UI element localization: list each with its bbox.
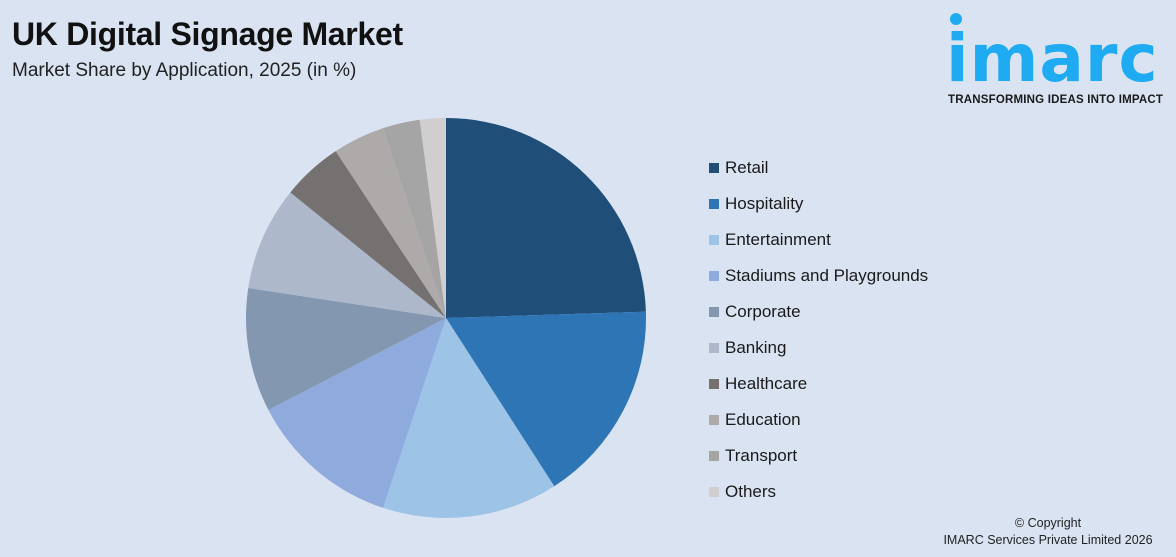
pie-slice-hospitality [446,311,646,487]
pie-chart [246,118,646,518]
legend-item-hospitality: Hospitality [709,186,928,222]
legend-label: Transport [725,446,798,465]
legend-item-transport: Transport [709,438,928,474]
pie-slice-transport [383,119,446,319]
legend-swatch-icon [709,199,719,209]
legend-item-healthcare: Healthcare [709,366,928,402]
copyright-line-1: © Copyright [1014,516,1082,530]
legend-item-banking: Banking [709,330,928,366]
legend-swatch-icon [709,163,719,173]
legend-swatch-icon [709,343,719,353]
pie-slice-corporate [246,287,446,410]
legend-label: Corporate [725,302,801,321]
legend-label: Others [725,482,777,501]
logo-dot-icon [950,13,962,25]
legend-item-others: Others [709,474,928,510]
pie-slice-others [419,118,446,318]
legend-label: Retail [725,158,769,177]
legend-label: Education [725,410,801,429]
logo-wordmark: imarc [946,20,1159,97]
pie-slice-banking [248,192,446,318]
logo-tagline: TRANSFORMING IDEAS INTO IMPACT [948,94,1164,106]
legend-swatch-icon [709,487,719,497]
legend-label: Entertainment [725,230,831,249]
legend-label: Stadiums and Playgrounds [725,266,929,285]
legend-item-corporate: Corporate [709,294,928,330]
legend-swatch-icon [709,235,719,245]
pie-slice-education [335,128,446,318]
chart-subtitle: Market Share by Application, 2025 (in %) [12,60,357,81]
legend-item-stadiums-and-playgrounds: Stadiums and Playgrounds [709,258,928,294]
legend-item-entertainment: Entertainment [709,222,928,258]
legend-label: Hospitality [725,194,804,213]
chart-legend: Retail Hospitality Entertainment Stadiums a… [709,150,928,510]
legend-item-retail: Retail [709,150,928,186]
legend-label: Banking [725,338,787,357]
legend-swatch-icon [709,451,719,461]
pie-slice-healthcare [290,151,446,318]
copyright-line-2: IMARC Services Private Limited 2026 [943,533,1153,547]
legend-swatch-icon [709,271,719,281]
copyright-notice: © Copyright IMARC Services Private Limit… [928,515,1168,549]
legend-item-education: Education [709,402,928,438]
pie-slice-entertainment [383,318,555,518]
pie-slice-stadiums-and-playgrounds [268,318,446,508]
legend-swatch-icon [709,415,719,425]
legend-swatch-icon [709,307,719,317]
imarc-logo: imarc TRANSFORMING IDEAS INTO IMPACT [946,12,1170,112]
legend-label: Healthcare [725,374,808,393]
pie-slice-retail [446,118,646,318]
chart-title: UK Digital Signage Market [12,16,403,52]
legend-swatch-icon [709,379,719,389]
